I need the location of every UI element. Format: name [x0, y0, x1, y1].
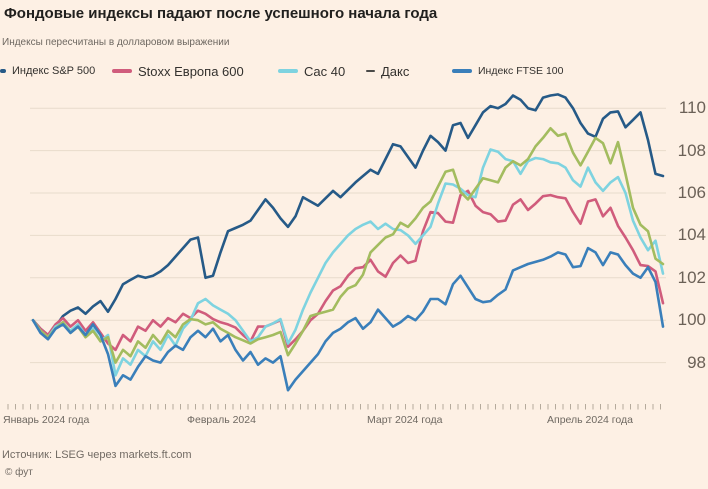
- chart-legend: Индекс S&P 500 Stoxx Европа 600 Cac 40 Дакс…: [0, 62, 708, 80]
- legend-item-индекс-s&p-500: Индекс S&P 500: [0, 62, 95, 80]
- series-line-индекс-ftse-100: [31, 246, 665, 392]
- legend-label: Cac 40: [304, 63, 346, 79]
- x-axis-label: Март 2024 года: [367, 414, 443, 426]
- legend-label: Дакс: [381, 63, 410, 79]
- legend-marker-icon: [112, 69, 132, 73]
- legend-label: Индекс FTSE 100: [478, 65, 564, 77]
- y-axis-label: 110: [678, 98, 706, 118]
- legend-marker-icon: [278, 69, 298, 73]
- series-line-индекс-s&p-500: [31, 93, 665, 337]
- y-axis-label: 98: [687, 352, 706, 372]
- series-line-cac-40: [31, 148, 665, 377]
- chart-title: Фондовые индексы падают после успешного …: [4, 5, 438, 22]
- x-axis-label: Апрель 2024 года: [547, 414, 633, 426]
- y-axis-label: 102: [677, 267, 706, 287]
- chart-subtitle: Индексы пересчитаны в долларовом выражен…: [2, 37, 230, 48]
- x-axis-label: Январь 2024 года: [3, 414, 90, 426]
- copyright-note: © фут: [5, 467, 33, 478]
- series-line-дакс: [31, 127, 665, 364]
- y-axis-label: 104: [677, 225, 706, 245]
- y-axis-label: 108: [677, 140, 706, 160]
- legend-item-дакс: Дакс: [366, 62, 409, 80]
- y-axis-label: 106: [677, 183, 706, 202]
- legend-item-stoxx-европа-600: Stoxx Европа 600: [112, 62, 244, 80]
- legend-marker-icon: [452, 69, 472, 73]
- source-note: Источник: LSEG через markets.ft.com: [2, 449, 192, 461]
- legend-marker-icon: [0, 69, 6, 73]
- series-line-stoxx-европа-600: [31, 189, 665, 352]
- y-axis-label: 100: [677, 310, 706, 330]
- legend-label: Индекс S&P 500: [12, 65, 96, 77]
- legend-item-индекс-ftse-100: Индекс FTSE 100: [452, 62, 563, 80]
- legend-marker-icon: [366, 69, 375, 73]
- legend-item-cac-40: Cac 40: [278, 62, 345, 80]
- x-axis-label: Февраль 2024: [187, 414, 256, 426]
- legend-label: Stoxx Европа 600: [138, 63, 244, 79]
